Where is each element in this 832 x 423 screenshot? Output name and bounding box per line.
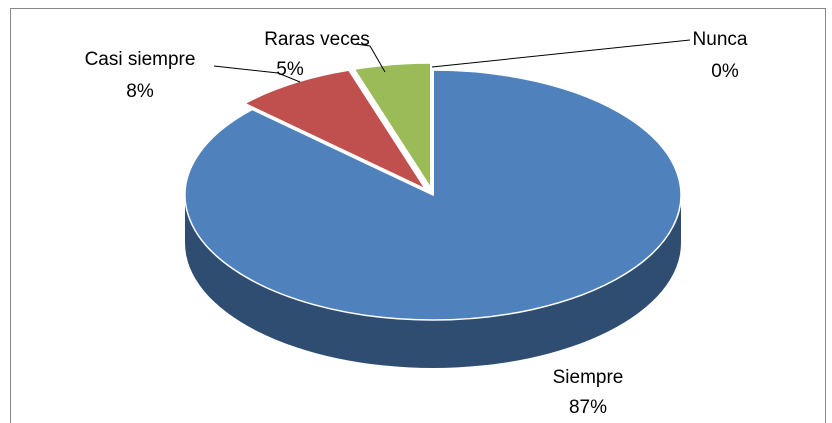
leader-line (213, 65, 301, 83)
pie-side (185, 195, 681, 368)
pie-tops (184, 62, 682, 321)
slice-label: Casi siempre (85, 49, 196, 70)
leader-line (431, 39, 691, 68)
slice-value-label: 5% (276, 59, 304, 80)
labels: Siempre 87% Casi siempre 8% Raras veces 5% Nun… (85, 29, 748, 418)
pie-slice (352, 62, 432, 191)
slice-label: Siempre (553, 367, 624, 388)
pie-slice (243, 69, 428, 191)
slice-label: Nunca (693, 29, 748, 50)
slice-value-label: 0% (711, 61, 739, 82)
slice-value-label: 8% (126, 81, 154, 102)
slice-value-label: 87% (569, 397, 607, 418)
pie-sides (185, 195, 681, 368)
slice-label: Raras veces (264, 29, 370, 50)
leader-line (355, 43, 386, 73)
